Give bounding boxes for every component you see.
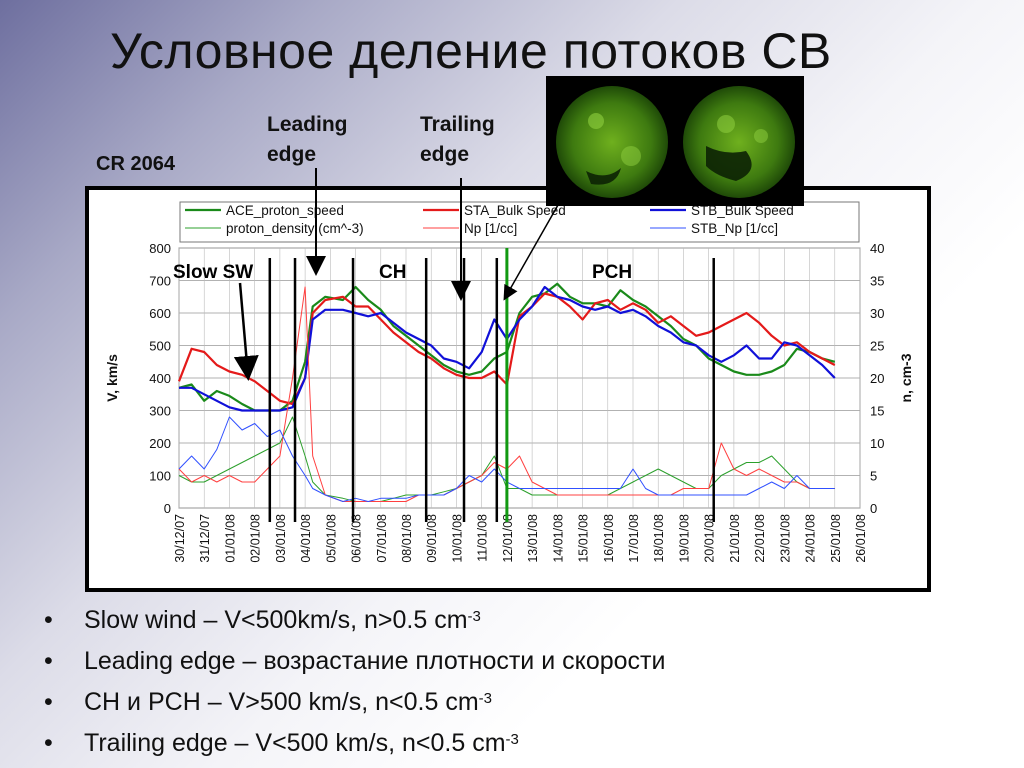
legend-entry: ACE_proton_speed xyxy=(226,203,344,218)
y2-tick-label: 35 xyxy=(870,274,884,289)
y-tick-label: 100 xyxy=(149,469,171,484)
x-tick-label: 05/01/08 xyxy=(324,514,338,563)
bullet-text: CH и PCH – V>500 km/s, n<0.5 cm xyxy=(84,688,479,716)
leading-edge-label: Leading edge xyxy=(267,110,348,170)
bullet-text: Leading edge – возрастание плотности и с… xyxy=(84,647,666,675)
x-tick-label: 22/01/08 xyxy=(753,514,767,563)
chart-frame: 0 100 200 300 400 500 600 700 800 0 5 10 15 20 25 30 35 4… xyxy=(85,186,931,592)
x-tick-label: 14/01/08 xyxy=(551,514,565,563)
leading-edge-label-line1: Leading xyxy=(267,113,348,136)
bullet-item-leading-edge: • Leading edge – возрастание плотности и … xyxy=(44,641,665,682)
y2-tick-label: 5 xyxy=(870,469,877,484)
x-tick-label: 09/01/08 xyxy=(425,514,439,563)
legend-entry: STB_Np [1/cc] xyxy=(691,221,778,236)
y2-tick-label: 40 xyxy=(870,241,884,256)
trailing-edge-label-line1: Trailing xyxy=(420,113,495,136)
x-tick-label: 30/12/07 xyxy=(173,514,187,563)
y2-tick-label: 20 xyxy=(870,371,884,386)
sun-images xyxy=(546,76,804,206)
x-tick-label: 12/01/08 xyxy=(501,514,515,563)
bullet-text: Trailing edge – V<500 km/s, n<0.5 cm xyxy=(84,729,506,757)
x-tick-label: 17/01/08 xyxy=(627,514,641,563)
bullet-item-ch-pch: • CH и PCH – V>500 km/s, n<0.5 cm-3 xyxy=(44,682,665,723)
region-label: Slow SW xyxy=(173,262,253,283)
bullet-dot: • xyxy=(44,606,53,634)
x-tick-label: 20/01/08 xyxy=(703,514,717,563)
x-tick-label: 25/01/08 xyxy=(829,514,843,563)
region-label: CH xyxy=(379,262,406,283)
bullet-item-slow-wind: • Slow wind – V<500km/s, n>0.5 cm-3 xyxy=(44,600,665,641)
y-tick-label: 500 xyxy=(149,339,171,354)
bullet-list: • Slow wind – V<500km/s, n>0.5 cm-3 • Lead… xyxy=(44,600,665,764)
x-tick-label: 15/01/08 xyxy=(577,514,591,563)
y2-axis-title: n, cm-3 xyxy=(898,353,914,402)
legend-entry: STB_Bulk Speed xyxy=(691,203,794,218)
slide-title: Условное деление потоков СВ xyxy=(110,23,832,79)
bullet-sup: -3 xyxy=(478,690,493,707)
bullet-dot: • xyxy=(44,647,53,675)
bullet-item-trailing-edge: • Trailing edge – V<500 km/s, n<0.5 cm-3 xyxy=(44,723,665,764)
bullet-sup: -3 xyxy=(505,731,519,748)
y-tick-label: 600 xyxy=(149,306,171,321)
x-tick-label: 06/01/08 xyxy=(350,514,364,563)
trailing-edge-label: Trailing edge xyxy=(420,110,495,170)
sun-left-image xyxy=(556,86,668,198)
solar-wind-chart: 0 100 200 300 400 500 600 700 800 0 5 10 15 20 25 30 35 4… xyxy=(104,201,914,563)
region-label: PCH xyxy=(592,262,632,283)
bullet-sup: -3 xyxy=(467,608,481,625)
y-tick-label: 300 xyxy=(149,404,171,419)
leading-edge-label-line2: edge xyxy=(267,143,317,166)
trailing-edge-label-line2: edge xyxy=(420,143,470,166)
x-tick-label: 07/01/08 xyxy=(375,514,389,563)
y-tick-label: 800 xyxy=(149,241,171,256)
x-tick-label: 11/01/08 xyxy=(476,514,490,562)
bullet-text: Slow wind – V<500km/s, n>0.5 cm xyxy=(84,606,468,634)
x-tick-label: 23/01/08 xyxy=(778,514,792,563)
x-tick-label: 24/01/08 xyxy=(804,514,818,563)
x-tick-label: 13/01/08 xyxy=(526,514,540,563)
y2-tick-label: 25 xyxy=(870,339,884,354)
x-tick-label: 16/01/08 xyxy=(602,514,616,563)
x-tick-label: 21/01/08 xyxy=(728,514,742,563)
x-tick-label: 04/01/08 xyxy=(299,514,313,563)
y-axis-title: V, km/s xyxy=(104,354,120,402)
x-tick-label: 10/01/08 xyxy=(450,514,464,563)
legend-entry: Np [1/cc] xyxy=(464,221,517,236)
cr-label: CR 2064 xyxy=(96,153,175,175)
x-tick-label: 19/01/08 xyxy=(677,514,691,563)
y2-tick-label: 15 xyxy=(870,404,884,419)
y2-tick-label: 30 xyxy=(870,306,884,321)
x-tick-label: 08/01/08 xyxy=(400,514,414,563)
y-tick-label: 700 xyxy=(149,274,171,289)
x-tick-label: 31/12/07 xyxy=(198,514,212,563)
y2-tick-label: 0 xyxy=(870,501,877,516)
y-tick-label: 200 xyxy=(149,436,171,451)
legend-entry: proton_density (cm^-3) xyxy=(226,221,364,236)
y-tick-label: 0 xyxy=(164,501,171,516)
bullet-dot: • xyxy=(44,688,53,716)
x-tick-label: 01/01/08 xyxy=(223,514,237,563)
x-tick-label: 26/01/08 xyxy=(854,514,868,563)
y-tick-label: 400 xyxy=(149,371,171,386)
y2-tick-label: 10 xyxy=(870,436,884,451)
x-tick-label: 02/01/08 xyxy=(249,514,263,563)
x-tick-label: 03/01/08 xyxy=(274,514,288,563)
x-tick-label: 18/01/08 xyxy=(652,514,666,563)
sun-right-image xyxy=(683,86,795,198)
bullet-dot: • xyxy=(44,729,53,757)
